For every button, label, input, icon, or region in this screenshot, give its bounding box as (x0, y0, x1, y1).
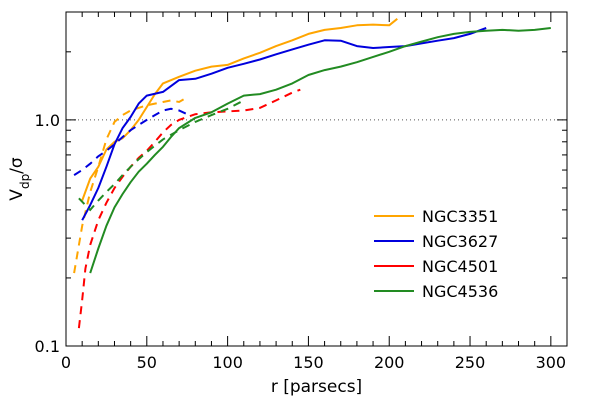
y-axis-label-sub: dp (18, 174, 32, 189)
x-tick-label: 200 (374, 353, 405, 372)
axes: 0 50 100 150 200 250 300 0.1 1.0 (35, 11, 568, 372)
series-line-ngc4501-dashed (77, 88, 301, 329)
legend-label-ngc3351: NGC3351 (422, 207, 498, 226)
legend-label-ngc3627: NGC3627 (422, 232, 498, 251)
y-tick-label: 0.1 (35, 337, 60, 356)
legend-label-ngc4536: NGC4536 (422, 282, 498, 301)
legend: NGC3351 NGC3627 NGC4501 NGC4536 (374, 207, 498, 301)
series-line-ngc3351-solid (81, 18, 398, 201)
x-tick-label: 0 (61, 353, 71, 372)
series-line-ngc4536-dashed (78, 99, 245, 212)
x-axis-label: r [parsecs] (271, 377, 362, 397)
x-tick-label: 250 (455, 353, 486, 372)
series-line-ngc3351-dashed (73, 96, 188, 274)
x-tick-label: 50 (137, 353, 157, 372)
plot-frame (65, 11, 568, 347)
legend-label-ngc4501: NGC4501 (422, 257, 498, 276)
y-axis-label: Vdp/σ (7, 157, 32, 201)
x-tick-label: 150 (293, 353, 324, 372)
plot-area (66, 18, 567, 329)
x-tick-label: 100 (212, 353, 243, 372)
series-line-ngc3627-solid (81, 27, 487, 221)
y-tick-label: 1.0 (35, 111, 60, 130)
series-line-ngc3627-dashed (73, 107, 188, 176)
y-axis-label-main: V (7, 189, 27, 201)
x-tick-label: 300 (536, 353, 567, 372)
y-axis-label-tail: /σ (7, 157, 27, 174)
series-line-ngc4536-solid (89, 27, 551, 274)
